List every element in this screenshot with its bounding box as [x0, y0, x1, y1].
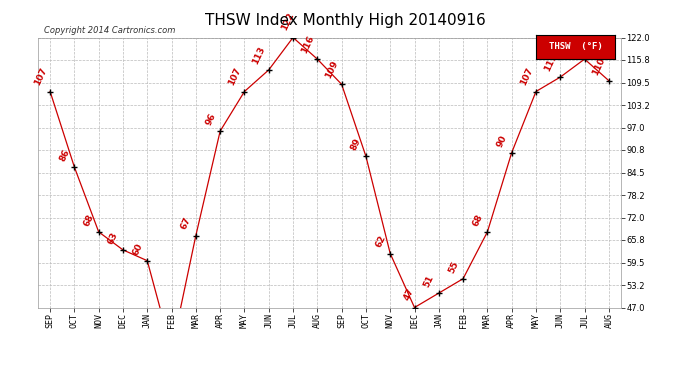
- Text: 107: 107: [518, 66, 534, 87]
- Text: Copyright 2014 Cartronics.com: Copyright 2014 Cartronics.com: [43, 26, 175, 35]
- Text: 111: 111: [542, 52, 559, 73]
- Text: 110: 110: [591, 56, 607, 76]
- Text: 68: 68: [82, 213, 96, 228]
- Text: 122: 122: [279, 11, 295, 32]
- Text: 51: 51: [422, 274, 436, 289]
- Text: 107: 107: [227, 66, 243, 87]
- Text: 109: 109: [324, 59, 340, 80]
- Text: 68: 68: [471, 213, 484, 228]
- Text: 35: 35: [0, 374, 1, 375]
- Text: 116: 116: [299, 34, 315, 55]
- Text: 60: 60: [131, 242, 144, 256]
- Text: 107: 107: [32, 66, 48, 87]
- Text: 90: 90: [495, 134, 509, 148]
- Text: 116: 116: [566, 34, 583, 55]
- Text: 86: 86: [58, 148, 71, 163]
- Text: 113: 113: [251, 45, 267, 66]
- Text: 96: 96: [204, 112, 217, 127]
- Text: 55: 55: [446, 260, 460, 274]
- Text: THSW Index Monthly High 20140916: THSW Index Monthly High 20140916: [205, 13, 485, 28]
- Text: 63: 63: [106, 231, 120, 246]
- Text: 67: 67: [179, 216, 193, 231]
- Text: 47: 47: [402, 286, 415, 302]
- Text: 62: 62: [374, 234, 387, 249]
- Text: 89: 89: [349, 137, 363, 152]
